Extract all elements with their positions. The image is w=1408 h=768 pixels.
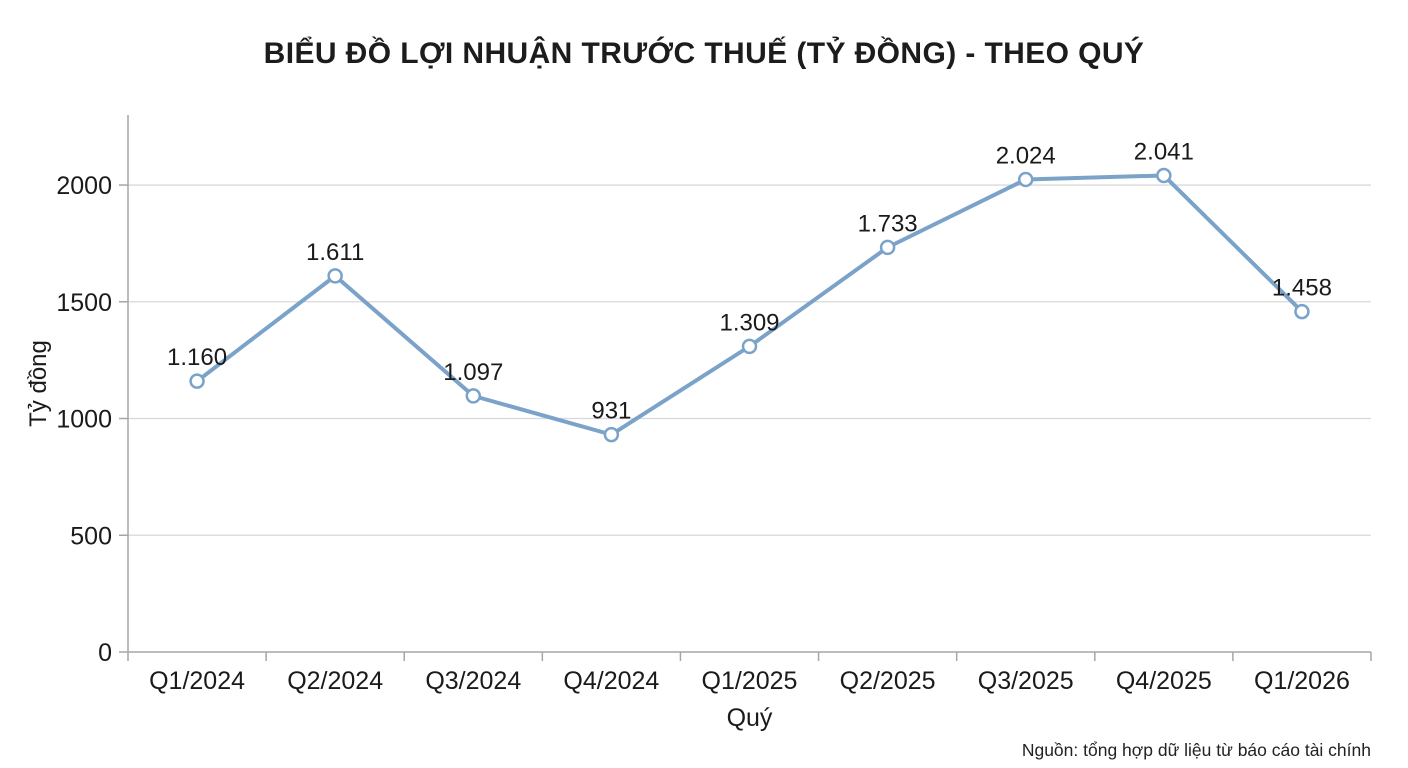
data-point-marker — [327, 268, 343, 284]
y-tick-label: 500 — [70, 522, 112, 550]
x-tick-label: Q1/2026 — [1254, 667, 1350, 695]
x-tick-label: Q1/2025 — [702, 667, 798, 695]
data-point-label: 1.611 — [306, 239, 364, 266]
x-tick-label: Q2/2025 — [840, 667, 936, 695]
x-axis-title: Quý — [727, 704, 773, 732]
y-tick-label: 1000 — [56, 406, 112, 434]
y-axis-title: Tỷ đồng — [25, 340, 52, 427]
x-tick-label: Q4/2024 — [563, 667, 659, 695]
x-tick-label: Q4/2025 — [1116, 667, 1212, 695]
data-point-marker — [603, 426, 620, 443]
data-point-label: 2.024 — [996, 142, 1056, 169]
data-point-marker — [879, 239, 896, 256]
x-tick-label: Q3/2024 — [425, 667, 521, 695]
data-point-marker — [1294, 303, 1310, 320]
data-point-marker — [465, 388, 482, 404]
data-point-marker — [741, 338, 758, 355]
data-point-label: 1.160 — [167, 344, 227, 371]
data-point-label: 931 — [591, 398, 631, 425]
data-point-label: 1.097 — [443, 359, 503, 386]
x-tick-label: Q1/2024 — [149, 667, 245, 695]
data-point-label: 1.309 — [719, 309, 779, 336]
data-point-label: 1.458 — [1272, 275, 1332, 302]
data-point-marker — [1017, 171, 1034, 188]
data-point-label: 2.041 — [1134, 138, 1194, 165]
data-point-marker — [1156, 167, 1172, 184]
source-note: Nguồn: tổng hợp dữ liệu từ báo cáo tài c… — [1022, 740, 1371, 760]
x-tick-label: Q2/2024 — [287, 667, 383, 695]
y-tick-label: 0 — [98, 639, 112, 667]
y-tick-label: 2000 — [56, 172, 112, 200]
data-point-label: 1.733 — [858, 210, 918, 237]
y-tick-label: 1500 — [56, 289, 112, 317]
chart-title: BIỂU ĐỒ LỢI NHUẬN TRƯỚC THUẾ (TỶ ĐỒNG) -… — [263, 37, 1145, 70]
x-tick-label: Q3/2025 — [978, 667, 1074, 695]
profit-line-series — [195, 173, 1304, 437]
data-point-marker — [189, 373, 205, 389]
